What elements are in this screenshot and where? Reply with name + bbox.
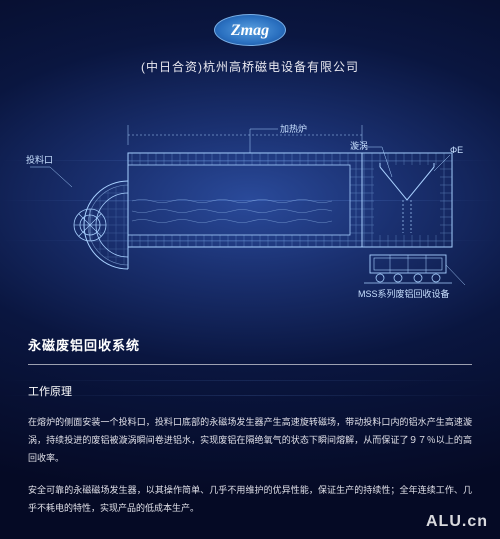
label-phi: ΦE [450,145,463,155]
feed-chamber [74,165,128,269]
furnace-diagram: 投料口 加热炉 漩涡 ΦE MSS系列废铝回收设备 [20,105,480,305]
label-vortex: 漩涡 [350,140,368,151]
bg-streak [0,395,500,396]
label-furnace: 加热炉 [280,123,307,134]
hopper-chamber [362,153,452,247]
label-equipment: MSS系列废铝回收设备 [358,288,450,299]
label-feed-port: 投料口 [26,154,53,165]
divider [28,364,472,365]
paragraph-2: 安全可靠的永磁磁场发生器，以其操作简单、几乎不用维护的优异性能，保证生产的持续性… [28,481,472,517]
subheading: 工作原理 [28,383,500,399]
company-name: (中日合资)杭州高桥磁电设备有限公司 [0,58,500,75]
watermark: ALU.cn [426,513,488,531]
section-title: 永磁废铝回收系统 [28,335,500,354]
logo-badge: Zmag [214,14,286,46]
logo-container: Zmag [0,0,500,46]
recovery-cart [364,255,452,283]
bg-streak [0,380,500,381]
paragraph-1: 在熔炉的侧面安装一个投料口，投料口底部的永磁场发生器产生高速旋转磁场，带动投料口… [28,413,472,467]
furnace-body [128,153,362,247]
